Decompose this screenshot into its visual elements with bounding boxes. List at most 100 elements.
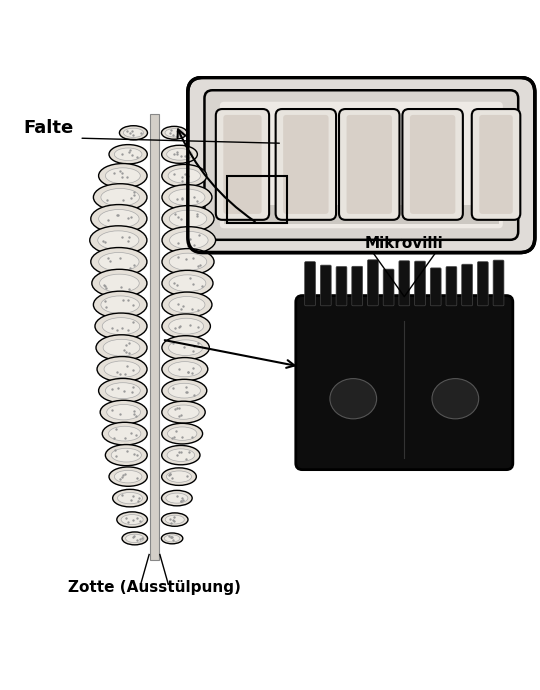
Ellipse shape [104, 361, 140, 377]
Ellipse shape [126, 534, 144, 542]
Ellipse shape [167, 427, 197, 440]
FancyBboxPatch shape [399, 261, 410, 306]
FancyBboxPatch shape [283, 115, 328, 214]
FancyBboxPatch shape [415, 261, 426, 306]
FancyBboxPatch shape [402, 109, 463, 220]
Bar [150, 114, 159, 560]
Text: Falte: Falte [23, 119, 73, 137]
Ellipse shape [91, 204, 147, 233]
Ellipse shape [162, 314, 211, 339]
Ellipse shape [169, 253, 207, 270]
FancyBboxPatch shape [462, 264, 472, 306]
Ellipse shape [91, 248, 147, 276]
Ellipse shape [98, 231, 139, 250]
FancyBboxPatch shape [446, 266, 457, 306]
Ellipse shape [100, 400, 147, 424]
Ellipse shape [114, 148, 142, 161]
Ellipse shape [90, 226, 147, 255]
Ellipse shape [99, 253, 139, 271]
FancyBboxPatch shape [205, 90, 518, 240]
Ellipse shape [92, 269, 147, 297]
Ellipse shape [162, 292, 212, 317]
Ellipse shape [161, 446, 200, 465]
Ellipse shape [166, 493, 188, 503]
Ellipse shape [162, 401, 205, 423]
Ellipse shape [109, 145, 147, 164]
FancyBboxPatch shape [410, 115, 455, 214]
Ellipse shape [113, 489, 147, 507]
Ellipse shape [165, 515, 184, 524]
Ellipse shape [111, 448, 141, 462]
Ellipse shape [169, 297, 205, 313]
Ellipse shape [169, 189, 205, 206]
Ellipse shape [97, 357, 147, 382]
FancyBboxPatch shape [477, 262, 488, 306]
FancyBboxPatch shape [430, 268, 441, 306]
Bar [227, 176, 287, 223]
Ellipse shape [119, 126, 147, 140]
Ellipse shape [95, 313, 147, 339]
FancyBboxPatch shape [275, 109, 336, 220]
Text: Mikrovilli: Mikrovilli [365, 236, 444, 251]
Ellipse shape [162, 248, 214, 275]
Ellipse shape [103, 339, 140, 356]
Ellipse shape [162, 227, 215, 254]
FancyBboxPatch shape [383, 269, 394, 306]
Ellipse shape [93, 291, 147, 318]
FancyBboxPatch shape [305, 262, 315, 306]
Ellipse shape [166, 471, 192, 482]
FancyBboxPatch shape [368, 259, 379, 306]
Ellipse shape [114, 471, 142, 483]
Ellipse shape [330, 379, 376, 419]
Ellipse shape [165, 128, 184, 137]
Ellipse shape [167, 449, 194, 462]
Ellipse shape [168, 362, 201, 377]
Ellipse shape [432, 379, 478, 419]
Ellipse shape [109, 426, 141, 441]
Ellipse shape [99, 378, 147, 403]
Ellipse shape [102, 317, 140, 335]
Ellipse shape [105, 168, 140, 184]
Ellipse shape [162, 357, 208, 381]
FancyBboxPatch shape [352, 266, 362, 306]
Ellipse shape [105, 383, 140, 399]
Ellipse shape [99, 210, 139, 228]
Ellipse shape [107, 404, 140, 420]
Ellipse shape [169, 210, 207, 227]
Ellipse shape [170, 231, 208, 249]
Ellipse shape [162, 336, 210, 359]
Ellipse shape [162, 164, 207, 187]
Ellipse shape [118, 493, 143, 504]
FancyBboxPatch shape [224, 115, 261, 214]
Text: Zotte (Ausstülpung): Zotte (Ausstülpung) [68, 580, 241, 595]
FancyBboxPatch shape [220, 101, 503, 228]
Bar [224, 206, 498, 224]
Ellipse shape [161, 533, 183, 544]
Ellipse shape [96, 335, 147, 361]
Ellipse shape [101, 188, 139, 206]
Ellipse shape [99, 164, 147, 188]
Ellipse shape [109, 467, 147, 486]
Ellipse shape [164, 535, 180, 542]
Ellipse shape [168, 383, 200, 398]
Ellipse shape [162, 270, 213, 296]
Ellipse shape [117, 512, 147, 527]
FancyBboxPatch shape [296, 295, 513, 470]
Ellipse shape [101, 296, 139, 313]
Ellipse shape [93, 184, 147, 211]
FancyBboxPatch shape [480, 115, 513, 214]
FancyBboxPatch shape [347, 115, 392, 214]
FancyBboxPatch shape [216, 109, 269, 220]
Ellipse shape [102, 422, 147, 445]
Ellipse shape [105, 444, 147, 466]
Ellipse shape [168, 168, 200, 183]
FancyBboxPatch shape [339, 109, 400, 220]
Ellipse shape [122, 532, 147, 545]
FancyBboxPatch shape [493, 260, 504, 306]
Ellipse shape [99, 274, 139, 293]
FancyBboxPatch shape [336, 266, 347, 306]
Ellipse shape [162, 380, 207, 402]
Ellipse shape [161, 146, 198, 164]
Ellipse shape [162, 206, 214, 232]
Ellipse shape [161, 513, 188, 526]
